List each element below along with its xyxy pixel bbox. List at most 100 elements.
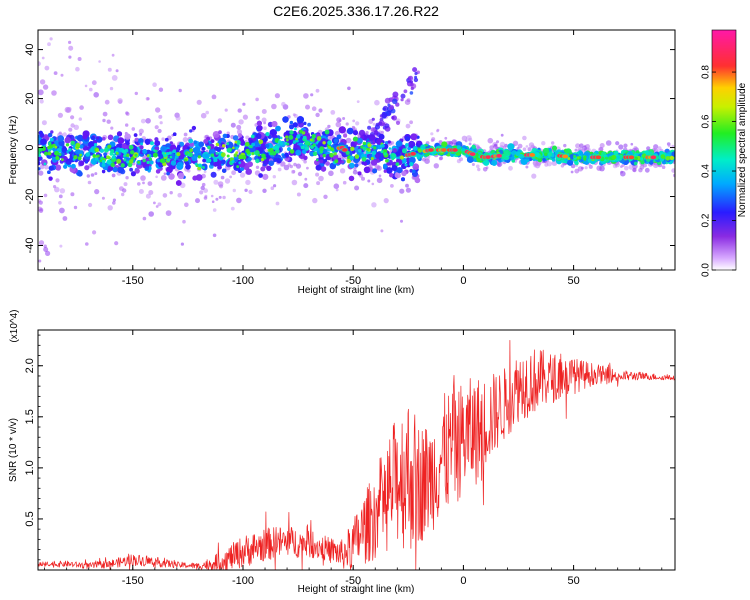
spectrogram-point xyxy=(376,177,383,184)
spectrogram-point xyxy=(258,139,264,145)
spectrogram-point xyxy=(98,60,101,63)
spectrogram-point xyxy=(156,158,161,163)
spectrogram-point xyxy=(275,201,280,206)
spectrogram-point xyxy=(159,121,163,125)
spectrogram-point xyxy=(347,86,351,91)
spectrogram-point xyxy=(116,158,122,164)
spectrogram-point xyxy=(200,185,205,191)
spectrogram-point xyxy=(373,130,379,136)
spectrogram-point xyxy=(77,57,82,61)
spectrogram-point xyxy=(176,161,183,169)
spectrogram-point xyxy=(632,167,637,173)
spectrogram-x-tick-label: 0 xyxy=(460,275,466,287)
spectrogram-point xyxy=(110,149,115,154)
spectrogram-point xyxy=(318,175,324,182)
spectrogram-point xyxy=(94,189,100,195)
spectrogram-point xyxy=(178,88,182,93)
spectrogram-point xyxy=(48,176,53,181)
spectrogram-point xyxy=(134,91,138,96)
spectrogram-point xyxy=(155,107,161,113)
spectrogram-point xyxy=(43,244,47,248)
spectrogram-point xyxy=(163,153,167,158)
spectrogram-point xyxy=(640,160,645,165)
spectrogram-point xyxy=(309,151,315,157)
spectrogram-point xyxy=(274,93,280,99)
spectrogram-point xyxy=(319,159,324,164)
snr-y-tick-label: 1.5 xyxy=(24,409,36,424)
spectrogram-point xyxy=(315,164,322,171)
spectrogram-point xyxy=(217,164,222,168)
spectrogram-point xyxy=(293,162,297,167)
spectrogram-point xyxy=(244,188,248,192)
spectrogram-point xyxy=(58,194,63,199)
spectrogram-point xyxy=(294,127,297,131)
spectrogram-point xyxy=(330,110,336,115)
spectrogram-point xyxy=(544,152,548,157)
spectrogram-point xyxy=(268,147,274,153)
spectrogram-point xyxy=(232,146,235,150)
spectrogram-point xyxy=(61,158,64,162)
snr-x-tick-label: -50 xyxy=(345,575,361,587)
spectrogram-point xyxy=(65,143,70,147)
spectrogram-point xyxy=(383,163,388,169)
spectrogram-point xyxy=(315,112,320,118)
spectrogram-hotspot xyxy=(484,154,492,160)
spectrogram-point xyxy=(284,152,289,158)
spectrogram-point xyxy=(295,163,302,169)
spectrogram-point xyxy=(396,167,403,174)
spectrogram-points xyxy=(38,37,675,306)
spectrogram-point xyxy=(404,99,411,105)
spectrogram-point xyxy=(55,178,60,183)
spectrogram-point xyxy=(398,148,402,153)
spectrogram-point xyxy=(251,142,256,147)
spectrogram-point xyxy=(115,151,119,155)
spectrogram-point xyxy=(79,144,84,149)
spectrogram-point xyxy=(371,202,377,208)
spectrogram-point xyxy=(55,155,60,160)
spectrogram-point xyxy=(152,82,157,87)
spectrogram-point xyxy=(81,303,84,306)
spectrogram-point xyxy=(315,88,320,93)
spectrogram-point xyxy=(137,182,141,186)
spectrogram-point xyxy=(201,147,206,151)
spectrogram-point xyxy=(102,118,106,123)
colorbar-ticks: 0.0 0.2 0.4 0.6 0.8 xyxy=(701,65,736,277)
spectrogram-point xyxy=(211,94,217,100)
spectrogram-point xyxy=(390,184,394,188)
snr-x-tick-label: 0 xyxy=(460,575,466,587)
spectrogram-point xyxy=(67,106,72,112)
spectrogram-point xyxy=(96,136,100,140)
spectrogram-point xyxy=(345,122,349,126)
spectrogram-point xyxy=(401,177,405,182)
spectrogram-point xyxy=(400,98,404,102)
spectrogram-point xyxy=(515,151,520,157)
spectrogram-point xyxy=(184,151,189,156)
spectrogram-point xyxy=(121,143,127,149)
spectrogram-point xyxy=(279,136,283,140)
spectrogram-point xyxy=(256,120,262,126)
spectrogram-point xyxy=(145,166,150,171)
spectrogram-point xyxy=(311,134,316,139)
spectrogram-point xyxy=(79,150,84,154)
spectrogram-point xyxy=(210,171,217,178)
spectrogram-point xyxy=(222,168,227,173)
spectrogram-point xyxy=(381,144,385,148)
spectrogram-point xyxy=(163,172,167,175)
spectrogram-point xyxy=(438,157,443,161)
spectrogram-point xyxy=(153,201,156,205)
spectrogram-point xyxy=(246,150,251,155)
spectrogram-point xyxy=(94,172,98,176)
spectrogram-point xyxy=(222,133,228,139)
spectrogram-point xyxy=(303,93,309,99)
spectrogram-point xyxy=(372,122,376,126)
spectrogram-point xyxy=(140,142,144,146)
spectrogram-point xyxy=(200,112,207,119)
spectrogram-point xyxy=(215,142,219,147)
spectrogram-point xyxy=(38,259,42,263)
spectrogram-point xyxy=(142,149,148,154)
spectrogram-point xyxy=(362,141,367,146)
spectrogram-point xyxy=(236,129,243,135)
spectrogram-point xyxy=(343,133,348,138)
spectrogram-point xyxy=(289,120,293,125)
spectrogram-point xyxy=(315,172,320,177)
